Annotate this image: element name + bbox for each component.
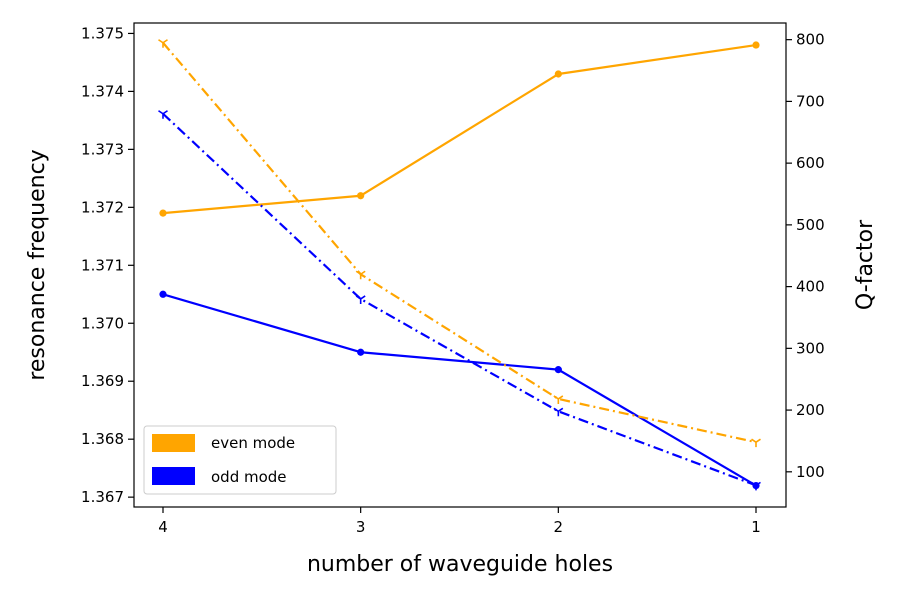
x-tick-label: 1 [751, 518, 761, 536]
x-tick-label: 3 [356, 518, 366, 536]
left-y-tick-label: 1.371 [81, 256, 124, 274]
series-line-even-frequency [162, 43, 757, 215]
left-y-tick-label: 1.367 [81, 488, 124, 506]
point-odd-frequency [357, 348, 365, 356]
series-line-odd-frequency [162, 293, 757, 487]
left-y-tick-label: 1.375 [81, 24, 124, 42]
point-even-q [751, 438, 761, 448]
left-y-tick-label: 1.374 [81, 82, 124, 100]
point-even-q [158, 39, 168, 48]
left-y-tick-label: 1.368 [81, 430, 124, 448]
right-y-axis-title: Q-factor [853, 219, 878, 310]
right-y-tick-label: 800 [796, 31, 825, 49]
left-y-axis-title: resonance frequency [25, 149, 50, 380]
left-y-tick-label: 1.373 [81, 140, 124, 158]
right-y-tick-label: 200 [796, 401, 825, 419]
point-even-frequency [554, 70, 562, 78]
legend-swatch-odd [152, 467, 195, 485]
point-odd-q [751, 481, 761, 491]
point-even-frequency [357, 192, 365, 200]
point-odd-frequency [159, 290, 167, 298]
left-y-tick-label: 1.370 [81, 314, 124, 332]
right-y-tick-label: 700 [796, 92, 825, 110]
right-y-tick-label: 400 [796, 278, 825, 296]
series-line-odd-q [162, 112, 757, 487]
legend-swatch-even [152, 434, 195, 452]
point-even-q [355, 270, 366, 280]
right-y-tick-label: 500 [796, 216, 825, 234]
point-odd-q [158, 110, 168, 119]
right-y-tick-label: 100 [796, 463, 825, 481]
legend-label-even: even mode [211, 434, 295, 452]
left-y-tick-label: 1.369 [81, 372, 124, 390]
right-y-tick-label: 600 [796, 154, 825, 172]
point-odd-frequency [554, 366, 562, 374]
x-tick-label: 2 [554, 518, 564, 536]
point-even-q [553, 395, 564, 404]
point-odd-q [553, 407, 564, 417]
x-axis-ticks: 4 3 2 1 [158, 507, 761, 536]
legend: even mode odd mode [143, 425, 337, 495]
series-layer [158, 39, 761, 491]
x-axis-title: number of waveguide holes [307, 552, 613, 577]
left-y-axis-ticks: 1.367 1.368 1.369 1.370 1.371 1.372 1.373 1.374… [81, 24, 134, 506]
legend-label-odd: odd mode [211, 468, 287, 486]
right-y-tick-label: 300 [796, 339, 825, 357]
right-y-axis-ticks: 100 200 300 400 500 600 700 800 [786, 31, 825, 481]
x-tick-label: 4 [158, 518, 168, 536]
left-y-tick-label: 1.372 [81, 198, 124, 216]
point-even-frequency [159, 209, 167, 217]
point-odd-q [355, 295, 366, 304]
point-even-frequency [752, 41, 760, 49]
series-line-even-q [162, 42, 757, 444]
